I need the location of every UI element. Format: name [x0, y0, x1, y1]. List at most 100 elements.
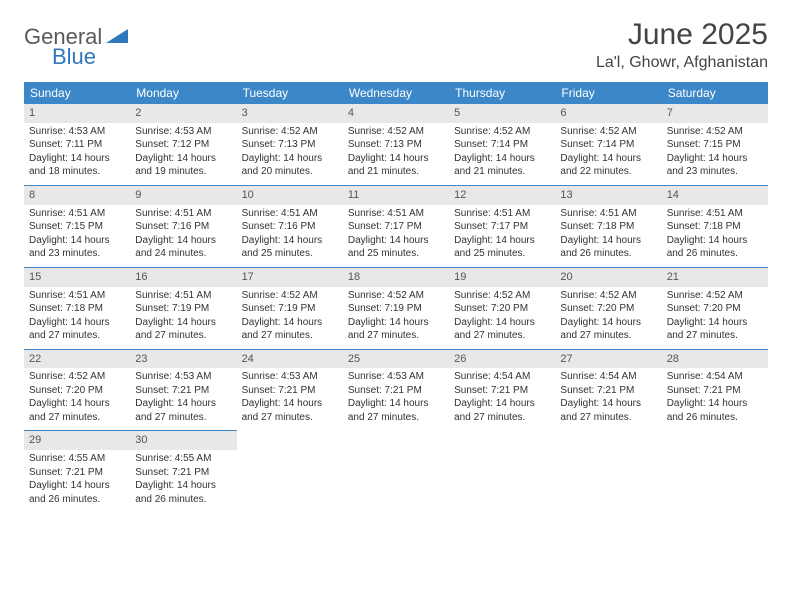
day-info-line: Daylight: 14 hours [242, 234, 338, 248]
day-info-line: and 26 minutes. [667, 411, 763, 425]
calendar-day-cell: 19Sunrise: 4:52 AMSunset: 7:20 PMDayligh… [449, 267, 555, 349]
day-info-line: Sunset: 7:20 PM [560, 302, 656, 316]
day-info-line: and 25 minutes. [454, 247, 550, 261]
day-number: 29 [24, 431, 130, 450]
calendar-day-cell [237, 431, 343, 512]
day-number: 19 [449, 268, 555, 287]
day-info-line: Sunset: 7:16 PM [242, 220, 338, 234]
day-info-line: Daylight: 14 hours [454, 316, 550, 330]
location: La'l, Ghowr, Afghanistan [596, 54, 768, 72]
calendar-day-cell: 18Sunrise: 4:52 AMSunset: 7:19 PMDayligh… [343, 267, 449, 349]
day-info-line: Daylight: 14 hours [667, 397, 763, 411]
day-info-line: Sunrise: 4:53 AM [348, 370, 444, 384]
day-info-line: Sunrise: 4:52 AM [242, 125, 338, 139]
weekday-header: Sunday [24, 82, 130, 104]
calendar-day-cell: 25Sunrise: 4:53 AMSunset: 7:21 PMDayligh… [343, 349, 449, 431]
day-info-line: and 26 minutes. [29, 493, 125, 507]
day-info-line: and 26 minutes. [560, 247, 656, 261]
day-info-line: and 25 minutes. [348, 247, 444, 261]
day-info-line: Daylight: 14 hours [348, 152, 444, 166]
weekday-header: Friday [555, 82, 661, 104]
day-info-line: Sunrise: 4:54 AM [667, 370, 763, 384]
calendar-day-cell: 24Sunrise: 4:53 AMSunset: 7:21 PMDayligh… [237, 349, 343, 431]
calendar-day-cell: 7Sunrise: 4:52 AMSunset: 7:15 PMDaylight… [662, 104, 768, 185]
day-info-line: Sunset: 7:15 PM [667, 138, 763, 152]
day-info-line: Daylight: 14 hours [560, 316, 656, 330]
day-info-line: Sunrise: 4:51 AM [242, 207, 338, 221]
calendar-day-cell [662, 431, 768, 512]
day-info-line: Daylight: 14 hours [242, 316, 338, 330]
day-number: 18 [343, 268, 449, 287]
day-info-line: Sunrise: 4:51 AM [560, 207, 656, 221]
calendar-day-cell: 10Sunrise: 4:51 AMSunset: 7:16 PMDayligh… [237, 185, 343, 267]
day-info-line: Sunrise: 4:52 AM [560, 289, 656, 303]
day-info-line: Sunset: 7:20 PM [454, 302, 550, 316]
day-number: 30 [130, 431, 236, 450]
day-number: 9 [130, 186, 236, 205]
day-info-line: Daylight: 14 hours [29, 152, 125, 166]
calendar-week-row: 29 Sunrise: 4:55 AMSunset: 7:21 PM Dayligh… [24, 431, 768, 512]
day-info-line: Daylight: 14 hours [348, 234, 444, 248]
day-info-line: and 26 minutes. [135, 493, 231, 507]
day-info-line: and 23 minutes. [667, 165, 763, 179]
day-info-line: Daylight: 14 hours [348, 316, 444, 330]
day-number: 11 [343, 186, 449, 205]
day-info-line: Sunrise: 4:54 AM [454, 370, 550, 384]
calendar-week-row: 22Sunrise: 4:52 AMSunset: 7:20 PMDayligh… [24, 349, 768, 431]
day-info-line: Daylight: 14 hours [29, 234, 125, 248]
title-block: June 2025 La'l, Ghowr, Afghanistan [596, 18, 768, 72]
calendar-day-cell: 29Sunrise: 4:55 AMSunset: 7:21 PMDayligh… [24, 431, 130, 512]
day-info-line: Sunrise: 4:55 AM [29, 452, 125, 466]
day-number: 24 [237, 350, 343, 369]
day-info-line: Sunrise: 4:53 AM [29, 125, 125, 139]
day-number: 26 [449, 350, 555, 369]
day-info-line: Sunrise: 4:52 AM [560, 125, 656, 139]
day-info-line: Sunset: 7:11 PM [29, 138, 125, 152]
day-info-line: Sunrise: 4:51 AM [29, 207, 125, 221]
day-info-line: and 27 minutes. [348, 411, 444, 425]
day-info-line: Sunrise: 4:51 AM [667, 207, 763, 221]
day-info-line: Daylight: 14 hours [454, 397, 550, 411]
day-info-line: Daylight: 14 hours [135, 397, 231, 411]
day-info-line: and 22 minutes. [560, 165, 656, 179]
calendar-day-cell: 22Sunrise: 4:52 AMSunset: 7:20 PMDayligh… [24, 349, 130, 431]
day-info-line: Sunset: 7:21 PM [560, 384, 656, 398]
day-number: 4 [343, 104, 449, 123]
calendar-day-cell [449, 431, 555, 512]
calendar-week-row: 8Sunrise: 4:51 AMSunset: 7:15 PMDaylight… [24, 185, 768, 267]
day-info-line: Sunset: 7:21 PM [29, 466, 125, 480]
day-number: 23 [130, 350, 236, 369]
day-info-line: and 27 minutes. [135, 411, 231, 425]
day-info-line: Daylight: 14 hours [560, 234, 656, 248]
calendar-day-cell: 15Sunrise: 4:51 AMSunset: 7:18 PMDayligh… [24, 267, 130, 349]
day-info-line: and 21 minutes. [454, 165, 550, 179]
logo-blue-row: Blue [52, 44, 96, 70]
day-info-line: Daylight: 14 hours [667, 234, 763, 248]
day-number: 8 [24, 186, 130, 205]
day-info-line: Daylight: 14 hours [135, 234, 231, 248]
day-info-line: Sunset: 7:15 PM [29, 220, 125, 234]
day-number: 12 [449, 186, 555, 205]
calendar-week-row: 1Sunrise: 4:53 AMSunset: 7:11 PMDaylight… [24, 104, 768, 185]
day-info-line: Daylight: 14 hours [560, 152, 656, 166]
calendar-day-cell [555, 431, 661, 512]
calendar-day-cell: 28Sunrise: 4:54 AMSunset: 7:21 PMDayligh… [662, 349, 768, 431]
day-number: 6 [555, 104, 661, 123]
calendar-day-cell: 13Sunrise: 4:51 AMSunset: 7:18 PMDayligh… [555, 185, 661, 267]
day-info-line: Sunset: 7:16 PM [135, 220, 231, 234]
day-number: 3 [237, 104, 343, 123]
day-number: 21 [662, 268, 768, 287]
day-info-line: Sunset: 7:21 PM [348, 384, 444, 398]
day-info-line: Sunrise: 4:51 AM [454, 207, 550, 221]
day-info-line: Sunset: 7:18 PM [29, 302, 125, 316]
day-number: 1 [24, 104, 130, 123]
day-info-line: Sunset: 7:18 PM [560, 220, 656, 234]
day-info-line: and 27 minutes. [560, 329, 656, 343]
logo-triangle-icon [106, 27, 128, 48]
weekday-header: Thursday [449, 82, 555, 104]
day-info-line: and 27 minutes. [242, 411, 338, 425]
day-number: 5 [449, 104, 555, 123]
day-info-line: Daylight: 14 hours [560, 397, 656, 411]
day-info-line: Daylight: 14 hours [135, 479, 231, 493]
day-info-line: Sunrise: 4:52 AM [667, 125, 763, 139]
